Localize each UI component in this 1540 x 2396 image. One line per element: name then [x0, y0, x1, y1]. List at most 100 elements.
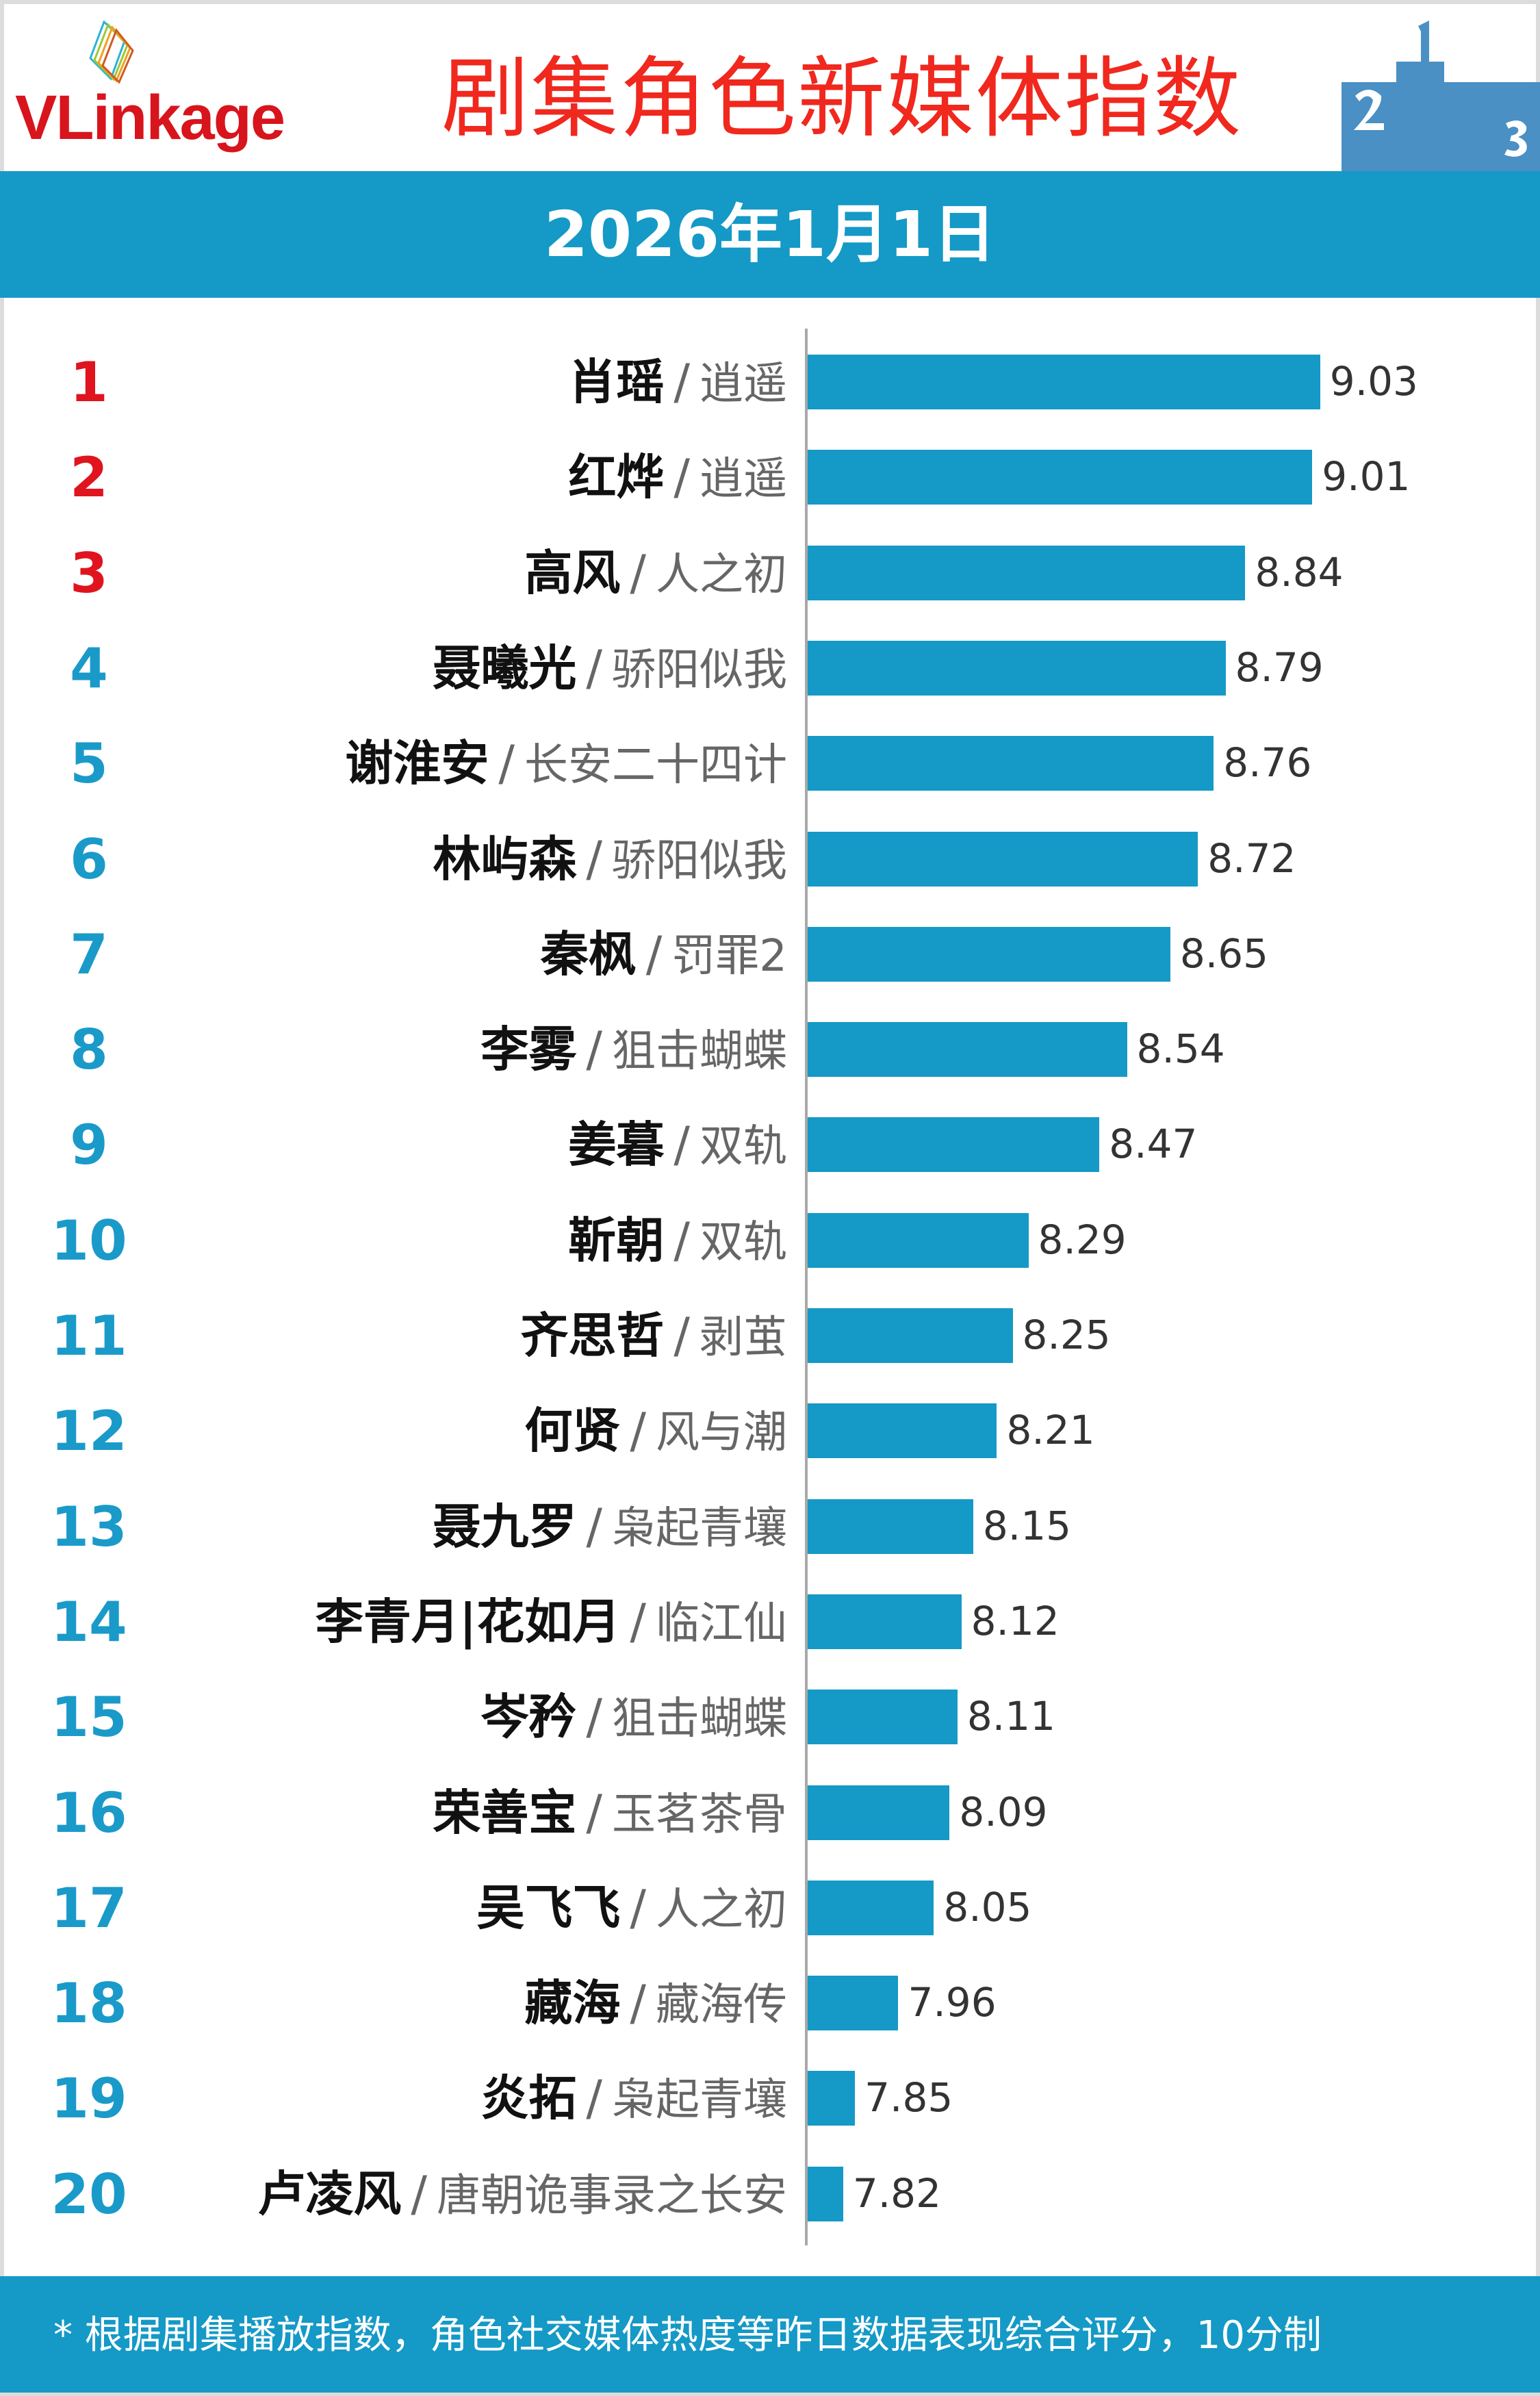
separator: /: [630, 1593, 646, 1650]
separator: /: [630, 1879, 646, 1936]
row-label: 姜暮 / 双轨: [568, 1117, 787, 1174]
bar: [808, 640, 1226, 696]
logo-frames-icon: [89, 21, 134, 84]
drama-name: 临江仙: [656, 1598, 787, 1649]
value-label: 9.01: [1322, 453, 1411, 500]
separator: /: [630, 1403, 646, 1460]
rank-number: 19: [51, 2067, 127, 2131]
bar: [808, 1403, 997, 1459]
chart-row: 6 林屿森 / 骄阳似我 8.72: [0, 825, 1540, 893]
value-label: 8.21: [1006, 1407, 1095, 1454]
chart-row: 12 何贤 / 风与潮 8.21: [0, 1397, 1540, 1465]
separator: /: [673, 1212, 690, 1269]
rank-number: 9: [70, 1113, 108, 1177]
value-label: 8.29: [1038, 1216, 1127, 1263]
footer: * 根据剧集播放指数，角色社交媒体热度等昨日数据表现综合评分，10分制: [0, 2276, 1540, 2393]
bar: [808, 2166, 843, 2221]
vlinkage-logo: VLinkage: [15, 21, 337, 157]
separator: /: [586, 830, 602, 887]
row-label: 炎拓 / 枭起青壤: [480, 2071, 787, 2128]
bar: [808, 926, 1170, 982]
value-label: 8.65: [1179, 930, 1269, 977]
drama-name: 玉茗茶骨: [612, 1789, 787, 1840]
value-label: 8.54: [1136, 1025, 1225, 1073]
drama-name: 唐朝诡事录之长安: [437, 2170, 787, 2221]
row-label: 谢淮安 / 长安二十四计: [345, 736, 787, 793]
rank-number: 18: [51, 1972, 127, 2036]
row-label: 吴飞飞 / 人之初: [476, 1881, 787, 1937]
drama-name: 风与潮: [656, 1407, 787, 1459]
drama-name: 长安二十四计: [524, 740, 787, 791]
character-name: 藏海: [524, 1975, 621, 2032]
separator: /: [586, 1689, 602, 1746]
character-name: 吴飞飞: [476, 1879, 621, 1936]
bar: [808, 355, 1320, 409]
chart-row: 7 秦枫 / 罚罪2 8.65: [0, 920, 1540, 989]
rank-number: 17: [51, 1876, 127, 1940]
row-label: 卢凌风 / 唐朝诡事录之长安: [257, 2167, 787, 2223]
separator: /: [586, 639, 602, 696]
row-label: 聂九罗 / 枭起青壤: [433, 1499, 787, 1556]
ranking-chart: 1 肖瑶 / 逍遥 9.03 2 红烨 / 逍遥 9.01 3 高风 / 人之初 8.84 4 聂曦光 / 骄阳似我…: [0, 322, 1540, 2252]
drama-name: 剥茧: [700, 1312, 787, 1363]
character-name: 齐思哲: [520, 1308, 665, 1364]
page-title: 剧集角色新媒体指数: [441, 48, 1242, 150]
bar: [808, 450, 1313, 505]
chart-row: 9 姜暮 / 双轨 8.47: [0, 1110, 1540, 1179]
chart-row: 19 炎拓 / 枭起青壤 7.85: [0, 2064, 1540, 2132]
separator: /: [673, 1117, 690, 1173]
chart-row: 20 卢凌风 / 唐朝诡事录之长安 7.82: [0, 2160, 1540, 2228]
character-name: 姜暮: [568, 1117, 665, 1173]
character-name: 谢淮安: [345, 735, 489, 792]
drama-name: 骄阳似我: [612, 644, 787, 696]
rank-number: 14: [51, 1590, 127, 1654]
separator: /: [498, 735, 515, 792]
separator: /: [630, 544, 646, 601]
value-label: 8.76: [1223, 739, 1312, 787]
footer-note: * 根据剧集播放指数，角色社交媒体热度等昨日数据表现综合评分，10分制: [53, 2313, 1322, 2358]
bar: [808, 1212, 1029, 1268]
row-label: 靳朝 / 双轨: [568, 1213, 787, 1270]
bar: [808, 1594, 962, 1649]
rank-number: 8: [70, 1018, 108, 1082]
chart-row: 11 齐思哲 / 剥茧 8.25: [0, 1301, 1540, 1370]
row-label: 荣善宝 / 玉茗茶骨: [433, 1785, 787, 1842]
row-label: 藏海 / 藏海传: [524, 1976, 787, 2032]
axis-line: [805, 329, 808, 2245]
date-label: 2026年1月1日: [543, 198, 997, 271]
drama-name: 逍遥: [700, 359, 787, 409]
drama-name: 人之初: [656, 549, 787, 600]
character-name: 林屿森: [433, 830, 577, 887]
character-name: 秦枫: [540, 926, 637, 982]
separator: /: [645, 926, 663, 982]
chart-row: 4 聂曦光 / 骄阳似我 8.79: [0, 634, 1540, 702]
row-label: 肖瑶 / 逍遥: [568, 355, 787, 411]
bar: [808, 1022, 1127, 1078]
separator: /: [673, 449, 690, 506]
value-label: 8.84: [1255, 548, 1344, 596]
drama-name: 骄阳似我: [612, 835, 787, 887]
rank-number: 5: [70, 732, 108, 796]
chart-row: 1 肖瑶 / 逍遥 9.03: [0, 348, 1540, 416]
drama-name: 狙击蝴蝶: [612, 1026, 787, 1078]
separator: /: [673, 1308, 690, 1364]
separator: /: [586, 1021, 602, 1078]
rank-number: 11: [51, 1304, 127, 1368]
value-label: 8.72: [1207, 834, 1296, 882]
value-label: 7.96: [908, 1979, 997, 2026]
character-name: 高风: [524, 544, 621, 601]
bar: [808, 736, 1214, 791]
bar: [808, 1785, 950, 1840]
row-label: 红烨 / 逍遥: [568, 450, 787, 507]
character-name: 炎拓: [480, 2070, 577, 2127]
bar: [808, 1690, 958, 1745]
bar: [808, 545, 1246, 600]
chart-row: 15 岑矜 / 狙击蝴蝶 8.11: [0, 1683, 1540, 1751]
bar: [808, 1499, 973, 1554]
chart-row: 13 聂九罗 / 枭起青壤 8.15: [0, 1492, 1540, 1561]
character-name: 红烨: [568, 449, 665, 506]
character-name: 李雾: [480, 1021, 577, 1078]
value-label: 8.79: [1235, 643, 1324, 691]
value-label: 8.47: [1109, 1121, 1198, 1168]
